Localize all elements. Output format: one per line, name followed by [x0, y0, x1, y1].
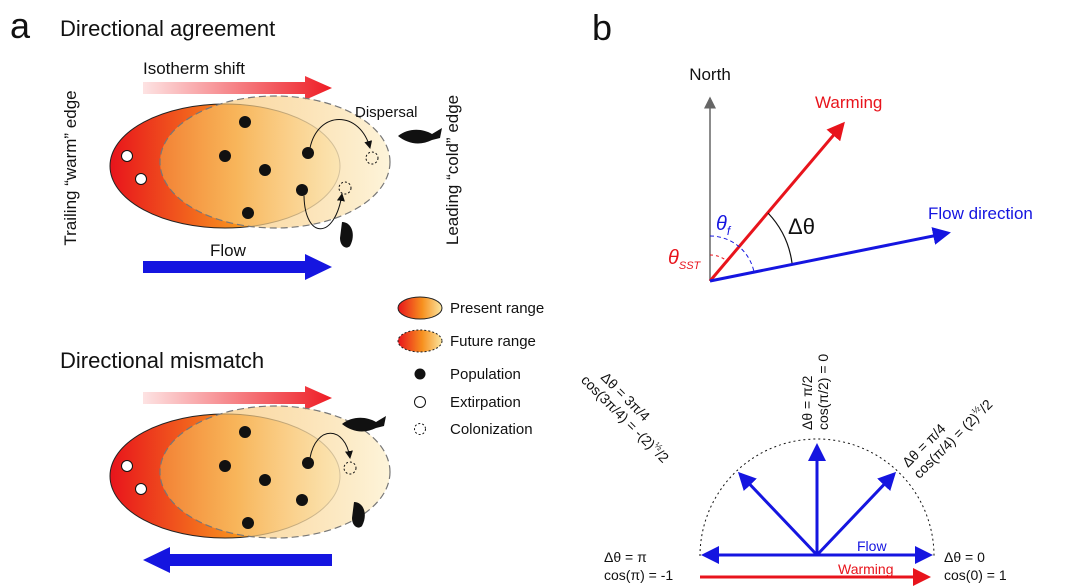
case-label: Δθ = 3π/4 cos(3π/4) = -(2)½/2	[578, 360, 684, 466]
warming-label: Warming	[838, 561, 894, 577]
legend-label: Future range	[450, 333, 536, 350]
warming-label: Warming	[815, 93, 882, 112]
subscript: SST	[679, 260, 702, 272]
panel-title: Directional agreement	[60, 16, 275, 41]
figure: a Directional agreement Isotherm shift D…	[0, 0, 1081, 588]
symbol: θ	[716, 213, 727, 235]
symbol: θ	[668, 247, 679, 269]
north-label: North	[689, 65, 731, 84]
legend-label: Colonization	[450, 421, 533, 438]
isotherm-arrow	[143, 386, 332, 410]
legend-present	[398, 297, 442, 319]
legend-label: Extirpation	[450, 394, 521, 411]
flow-direction-label: Flow direction	[928, 204, 1033, 223]
case-label: Δθ = π/4 cos(π/4) = (2)½/2	[899, 385, 996, 482]
legend-label: Present range	[450, 300, 544, 317]
panel-letter: a	[10, 5, 31, 46]
isotherm-label: Isotherm shift	[143, 59, 245, 78]
legend-colonization	[415, 424, 426, 435]
larva-icon	[340, 222, 353, 248]
leading-edge-label: Leading “cold” edge	[443, 95, 462, 245]
cosine: cos(π) = -1	[604, 567, 673, 583]
subscript: f	[727, 224, 732, 238]
legend-extirpation	[415, 397, 426, 408]
theta-sst-label: θSST	[668, 247, 702, 272]
angle: Δθ = π	[604, 549, 647, 565]
flow-label: Flow	[857, 538, 887, 554]
dispersal-label: Dispersal	[355, 104, 418, 121]
angle: Δθ = π/2	[799, 375, 815, 430]
delta-theta-label: Δθ	[788, 214, 815, 239]
case-label: Δθ = π/2 cos(π/2) = 0	[799, 354, 831, 430]
isotherm-arrow	[143, 76, 332, 100]
panel-title: Directional mismatch	[60, 348, 264, 373]
fish-icon	[398, 128, 442, 143]
trailing-edge-label: Trailing “warm” edge	[61, 90, 80, 245]
legend-label: Population	[450, 366, 521, 383]
angle: Δθ = 0	[944, 549, 985, 565]
panel-letter: b	[592, 7, 612, 48]
cosine: cos(0) = 1	[944, 567, 1007, 583]
flow-label: Flow	[210, 241, 247, 260]
flow-arrow	[143, 547, 332, 573]
theta-f-label: θf	[716, 213, 732, 238]
legend-population	[415, 369, 426, 380]
legend-future	[398, 330, 442, 352]
direction-vectors	[704, 446, 930, 555]
cosine: cos(π/2) = 0	[815, 354, 831, 430]
